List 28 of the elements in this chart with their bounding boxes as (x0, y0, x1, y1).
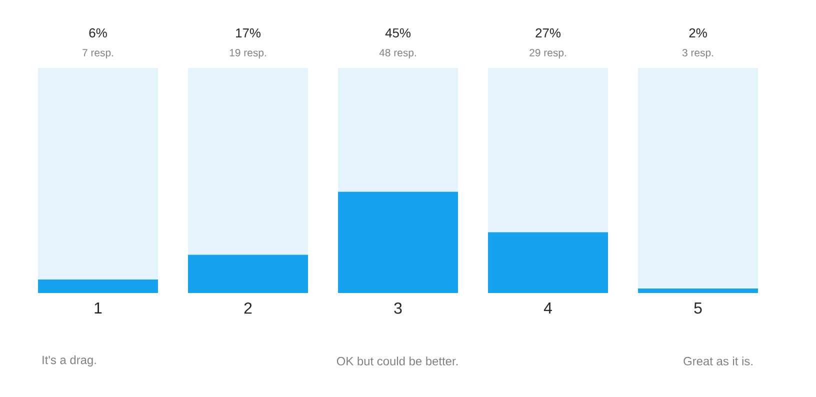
x-tick-label: 2 (244, 302, 252, 314)
x-tick-label: 5 (694, 302, 702, 314)
data-label: 2% (689, 28, 707, 38)
text: Great as it is. (684, 356, 752, 366)
bar (188, 68, 308, 255)
data-label: 45% (385, 28, 411, 38)
bar (38, 280, 158, 293)
bar (188, 254, 308, 293)
data-label: 6% (89, 28, 107, 38)
text: 7 resp. (82, 49, 114, 58)
x-tick-label: 4 (544, 302, 552, 314)
text: 19 resp. (230, 49, 266, 58)
data-label: 17% (236, 28, 261, 38)
x-tick-label: 3 (394, 302, 402, 314)
text: 48 resp. (379, 49, 416, 58)
bar (488, 232, 608, 293)
text: OK but could be better. (336, 356, 458, 366)
bar (338, 192, 458, 293)
bar (638, 288, 758, 293)
data-label: 27% (536, 28, 561, 38)
bar (38, 68, 158, 280)
bar (638, 68, 758, 288)
text: 29 resp. (530, 49, 566, 58)
bar (488, 68, 608, 232)
x-tick-label: 1 (94, 302, 102, 314)
text: 3 resp. (682, 49, 714, 58)
bar (338, 68, 458, 192)
text: It's a drag. (42, 355, 96, 367)
